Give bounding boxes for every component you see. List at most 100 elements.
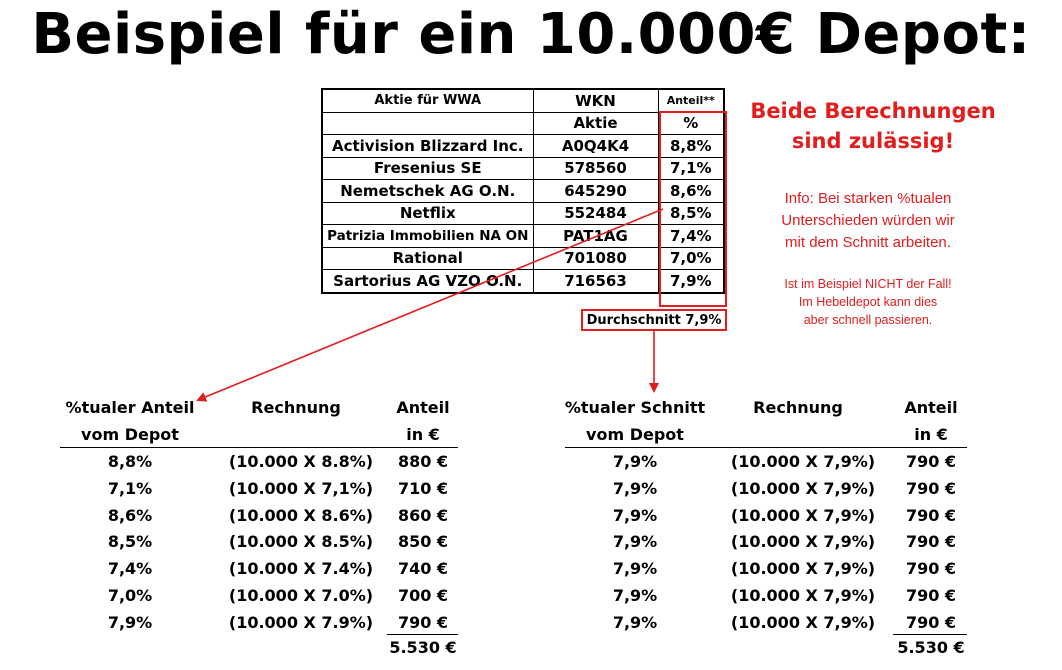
row-formula: (10.000 X 7,9%): [730, 559, 876, 579]
headline-line: sind zulässig!: [791, 129, 955, 153]
right-header-calc: Rechnung: [728, 394, 868, 421]
row-formula: (10.000 X 7,9%): [730, 478, 876, 498]
row-percent: 7,9%: [107, 612, 153, 632]
row-percent: 7,9%: [612, 452, 658, 471]
average-box: Durchschnitt 7,9%: [581, 309, 727, 331]
row-percent: 7,9%: [612, 478, 658, 498]
row-amount: 850 €: [397, 532, 449, 552]
stock-wkn: 645290: [532, 179, 659, 203]
left-total-rule: [387, 634, 458, 635]
table-row: Activision Blizzard Inc. A0Q4K4 8,8%: [321, 134, 725, 158]
right-header-amount: Anteil in €: [893, 394, 969, 448]
right-header-line: %tualer Schnitt: [564, 398, 706, 417]
row-percent: 8,8%: [107, 452, 153, 471]
row-formula: (10.000 X 8.8%): [228, 452, 374, 471]
left-header-line: in €: [406, 425, 440, 444]
stock-share: 7,4%: [657, 224, 725, 248]
headline: Beide Berechnungen sind zulässig!: [748, 96, 998, 156]
left-header-line: %tualer Anteil: [65, 398, 195, 417]
stock-share: 8,5%: [657, 201, 725, 225]
stock-name: Rational: [321, 246, 534, 270]
row-percent: 8,6%: [107, 505, 153, 525]
row-percent: 7,9%: [612, 612, 658, 632]
row-amount: 700 €: [397, 586, 449, 605]
row-amount: 790 €: [905, 478, 957, 498]
right-header-line: in €: [914, 425, 948, 444]
row-formula: (10.000 X 7,1%): [228, 478, 374, 498]
info-note: Info: Bei starken %tualen Unterschieden …: [748, 188, 988, 254]
info-line: Info: Bei starken %tualen: [784, 190, 952, 207]
row-amount: 790 €: [905, 505, 957, 525]
stock-table: Aktie für WWA WKN Anteil** Aktie % Activ…: [321, 88, 725, 294]
row-formula: (10.000 X 7,9%): [730, 452, 876, 471]
table-row: Patrizia Immobilien NA ON PAT1AG 7,4%: [321, 224, 725, 248]
right-header-line: Anteil: [904, 398, 958, 417]
row-percent: 7,9%: [612, 586, 658, 605]
stock-wkn: PAT1AG: [532, 224, 659, 248]
row-amount: 710 €: [397, 478, 449, 498]
page-title: Beispiel für ein 10.000€ Depot:: [31, 2, 1031, 67]
info-line: aber schnell passieren.: [803, 313, 933, 327]
info-warning: Ist im Beispiel NICHT der Fall! Im Hebel…: [748, 275, 988, 329]
row-amount: 740 €: [397, 559, 449, 579]
row-formula: (10.000 X 7.9%): [228, 612, 374, 632]
row-formula: (10.000 X 8.5%): [228, 532, 374, 552]
row-percent: 7,0%: [107, 586, 153, 605]
left-header-line: Rechnung: [251, 398, 341, 417]
stock-share: 8,6%: [657, 179, 725, 203]
headline-line: Beide Berechnungen: [750, 99, 996, 123]
row-amount: 790 €: [397, 612, 449, 632]
share-column-highlight: [659, 111, 727, 307]
row-percent: 8,5%: [107, 532, 153, 552]
row-percent: 7,4%: [107, 559, 153, 579]
row-formula: (10.000 X 7,9%): [730, 586, 876, 605]
header-cell-stock: Aktie für WWA: [321, 88, 534, 113]
row-amount: 790 €: [905, 532, 957, 552]
stock-share: 8,8%: [657, 134, 725, 158]
row-formula: (10.000 X 7,9%): [730, 505, 876, 525]
right-header-share: %tualer Schnitt vom Depot: [560, 394, 710, 448]
right-header-line: Rechnung: [753, 398, 843, 417]
info-line: Unterschieden würden wir: [781, 212, 955, 229]
stock-wkn: 716563: [532, 269, 659, 293]
stock-table-header-row: Aktie für WWA WKN Anteil**: [321, 88, 725, 113]
stock-table-subheader-row: Aktie %: [321, 111, 725, 135]
stock-wkn: A0Q4K4: [532, 134, 659, 158]
stock-name: Nemetschek AG O.N.: [321, 179, 534, 203]
left-header-share: %tualer Anteil vom Depot: [60, 394, 200, 448]
row-formula: (10.000 X 7.4%): [228, 559, 374, 579]
row-amount: 880 €: [397, 452, 449, 471]
table-row: Fresenius SE 578560 7,1%: [321, 156, 725, 180]
left-header-rule: [60, 447, 458, 448]
info-line: Ist im Beispiel NICHT der Fall!: [784, 277, 952, 291]
row-amount: 790 €: [905, 586, 957, 605]
info-line: Im Hebeldepot kann dies: [798, 295, 938, 309]
row-formula: (10.000 X 8.6%): [228, 505, 374, 525]
stock-name: Netflix: [321, 201, 534, 225]
left-header-line: Anteil: [396, 398, 450, 417]
stock-name: Patrizia Immobilien NA ON: [321, 224, 534, 248]
table-row: Sartorius AG VZO O.N. 716563 7,9%: [321, 269, 725, 293]
table-row: Nemetschek AG O.N. 645290 8,6%: [321, 179, 725, 203]
row-percent: 7,1%: [107, 478, 153, 498]
row-formula: (10.000 X 7,9%): [730, 612, 876, 632]
row-amount: 860 €: [397, 505, 449, 525]
stock-name: Activision Blizzard Inc.: [321, 134, 534, 158]
info-line: mit dem Schnitt arbeiten.: [785, 234, 951, 251]
row-formula: (10.000 X 7.0%): [228, 586, 374, 605]
right-total-rule: [893, 634, 967, 635]
stock-share: 7,0%: [657, 246, 725, 270]
stock-wkn: 552484: [532, 201, 659, 225]
row-percent: 7,9%: [612, 505, 658, 525]
stock-wkn: 578560: [532, 156, 659, 180]
stock-name: Fresenius SE: [321, 156, 534, 180]
left-header-amount: Anteil in €: [385, 394, 461, 448]
row-amount: 790 €: [905, 559, 957, 579]
stock-wkn: 701080: [532, 246, 659, 270]
table-row: Rational 701080 7,0%: [321, 246, 725, 270]
left-header-line: vom Depot: [81, 425, 179, 444]
subheader-cell-aktie: Aktie: [532, 111, 659, 135]
left-header-calc: Rechnung: [226, 394, 366, 421]
row-amount: 790 €: [905, 612, 957, 632]
right-total: 5.530 €: [897, 638, 965, 657]
